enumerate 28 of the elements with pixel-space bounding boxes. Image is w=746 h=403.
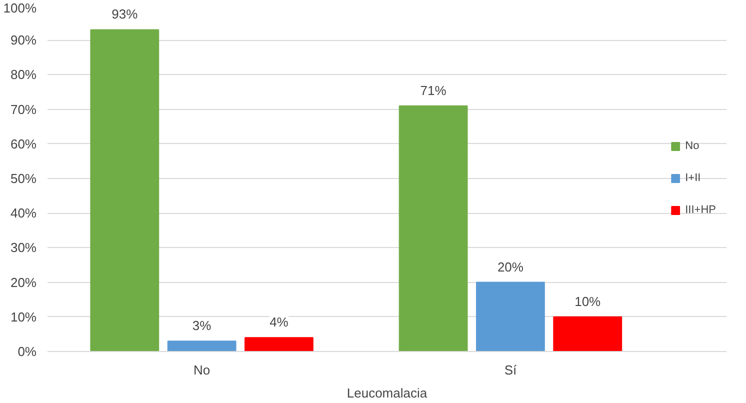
y-tick-label: 80% bbox=[10, 67, 37, 82]
y-tick-label: 90% bbox=[10, 32, 37, 48]
bar bbox=[398, 105, 468, 352]
text: 10% bbox=[574, 294, 601, 309]
bar bbox=[244, 337, 314, 352]
y-tick-label: 60% bbox=[10, 136, 37, 152]
bar bbox=[90, 29, 160, 352]
text: 93% bbox=[112, 6, 138, 22]
text: 4% bbox=[270, 314, 288, 330]
legend-label: No bbox=[685, 140, 700, 152]
y-tick-label: 0% bbox=[18, 344, 37, 359]
bar bbox=[476, 282, 545, 352]
x-tick-label: Sí bbox=[504, 362, 517, 378]
legend-label: III+HP bbox=[685, 204, 716, 216]
text: 3% bbox=[192, 318, 212, 334]
legend-label: I+II bbox=[685, 172, 702, 184]
y-tick-label: 40% bbox=[10, 206, 37, 221]
y-tick-label: 100% bbox=[3, 0, 37, 16]
y-tick-label: 20% bbox=[10, 274, 37, 290]
y-tick-label: 10% bbox=[10, 309, 37, 324]
bar bbox=[167, 340, 236, 352]
x-axis-title: Leucomalacia bbox=[346, 386, 428, 400]
y-tick-label: 50% bbox=[10, 171, 37, 186]
y-tick-label: 30% bbox=[10, 240, 37, 256]
text: 71% bbox=[420, 82, 446, 98]
y-tick-label: 70% bbox=[10, 102, 37, 117]
text: 20% bbox=[497, 259, 524, 274]
bar bbox=[553, 316, 622, 352]
